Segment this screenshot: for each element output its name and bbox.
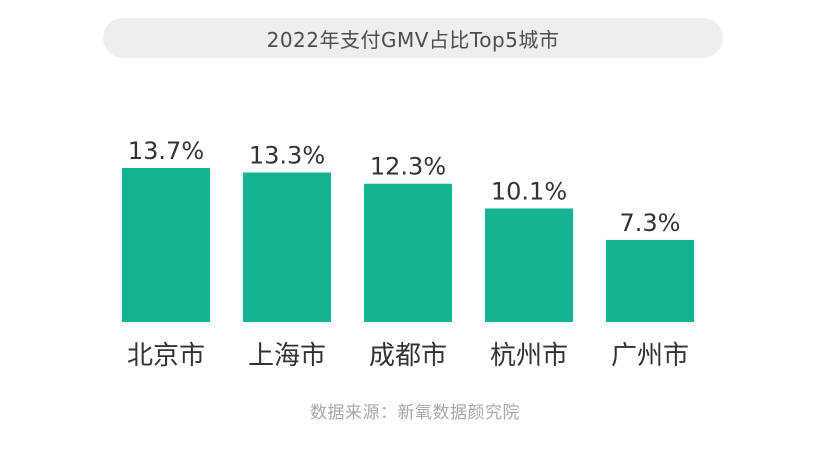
value-label-2: 13.3% (249, 141, 325, 169)
value-label-5: 7.3% (620, 209, 681, 237)
bar-4 (485, 208, 573, 322)
data-source-note: 数据来源：新氧数据颜究院 (310, 403, 520, 423)
category-label-2: 上海市 (248, 341, 326, 371)
category-labels-group: 北京市 上海市 成都市 杭州市 广州市 (127, 341, 689, 371)
bar-5 (606, 239, 694, 322)
value-label-1: 13.7% (128, 137, 204, 165)
value-label-3: 12.3% (370, 153, 446, 181)
value-labels-group: 13.7% 13.3% 12.3% 10.1% 7.3% (128, 137, 681, 237)
category-label-5: 广州市 (611, 341, 689, 371)
category-label-3: 成都市 (369, 341, 447, 371)
chart-title: 2022年支付GMV占比Top5城市 (266, 27, 560, 52)
bars-group (122, 168, 694, 322)
category-label-4: 杭州市 (490, 341, 568, 371)
bar-3 (364, 183, 452, 322)
chart-title-pill: 2022年支付GMV占比Top5城市 (103, 18, 723, 58)
category-label-1: 北京市 (127, 341, 205, 371)
bar-1 (122, 168, 210, 322)
value-label-4: 10.1% (491, 177, 567, 205)
bar-2 (243, 172, 331, 322)
